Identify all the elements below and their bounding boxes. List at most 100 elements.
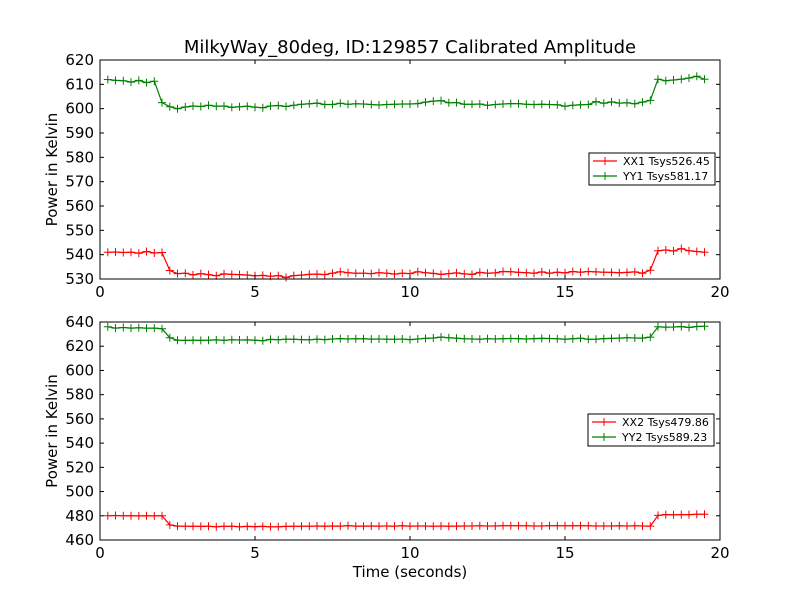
data-point: [630, 334, 639, 342]
data-point: [367, 269, 376, 278]
data-point: [142, 324, 151, 333]
data-point: [398, 100, 407, 108]
data-point: [103, 248, 112, 257]
data-point: [266, 102, 275, 110]
data-point: [413, 267, 422, 276]
y-axis-label: Power in Kelvin: [43, 113, 61, 227]
data-point: [584, 335, 593, 344]
data-point: [437, 96, 445, 105]
data-point: [661, 323, 670, 332]
x-tick-label: 10: [400, 544, 419, 562]
data-point: [398, 521, 407, 530]
data-point: [282, 273, 290, 282]
data-point: [103, 322, 112, 331]
legend-box: [588, 152, 716, 186]
data-point: [189, 102, 197, 110]
data-point: [506, 334, 515, 343]
data-point: [351, 99, 360, 108]
y-tick-label: 480: [65, 507, 94, 525]
legend-box: [587, 413, 715, 447]
data-point: [173, 336, 182, 345]
data-point: [282, 522, 290, 531]
data-point: [297, 271, 306, 280]
data-point: [212, 102, 221, 111]
data-point: [599, 334, 608, 343]
data-point: [344, 521, 352, 530]
data-point: [103, 75, 112, 84]
data-point: [530, 100, 538, 109]
data-point: [537, 334, 546, 343]
data-point: [491, 100, 500, 109]
data-point: [677, 322, 686, 331]
legend-label: XX1 Tsys526.45: [623, 155, 710, 168]
data-point: [235, 336, 244, 344]
x-tick-label: 5: [250, 283, 260, 301]
data-point: [568, 521, 577, 530]
data-point: [607, 268, 616, 277]
data-point: [367, 335, 376, 344]
data-point: [251, 336, 259, 345]
data-point: [251, 103, 259, 112]
data-point: [313, 99, 321, 108]
data-point: [344, 100, 352, 109]
data-point: [460, 522, 469, 530]
data-point: [522, 100, 531, 109]
data-point: [127, 511, 135, 520]
data-point: [615, 268, 624, 277]
data-point: [320, 100, 329, 109]
y-tick-label: 560: [65, 197, 94, 215]
data-point: [227, 522, 236, 531]
data-point: [692, 322, 701, 331]
data-point: [297, 100, 306, 109]
data-point: [320, 522, 329, 531]
data-point: [220, 522, 228, 531]
data-point: [165, 266, 174, 275]
data-point: [227, 335, 236, 344]
data-point: [134, 511, 143, 520]
data-point: [227, 103, 236, 112]
data-point: [119, 76, 128, 85]
data-point: [561, 521, 569, 530]
data-point: [421, 522, 430, 530]
data-point: [189, 270, 197, 279]
data-point: [258, 103, 267, 112]
data-point: [158, 98, 166, 107]
data-point: [491, 335, 500, 343]
data-point: [584, 521, 593, 530]
data-point: [429, 97, 438, 106]
x-axis-label: Time (seconds): [352, 563, 468, 581]
y-tick-label: 520: [65, 458, 94, 476]
data-point: [452, 98, 461, 107]
data-point: [235, 522, 244, 531]
data-point: [274, 271, 283, 280]
data-point: [212, 271, 221, 280]
data-point: [406, 100, 414, 108]
data-point: [212, 335, 221, 344]
data-point: [297, 522, 306, 531]
y-tick-label: 530: [65, 270, 94, 288]
data-point: [522, 521, 531, 530]
legend: XX2 Tsys479.86 YY2 Tsys589.23: [587, 413, 715, 447]
x-tick-label: 20: [710, 544, 729, 562]
data-point: [592, 522, 600, 530]
data-point: [506, 521, 515, 530]
data-point: [390, 270, 399, 279]
data-point: [483, 522, 492, 530]
data-point: [274, 335, 283, 344]
data-point: [282, 102, 290, 111]
data-point: [460, 269, 469, 278]
data-point: [537, 267, 546, 276]
data-point: [313, 335, 321, 344]
data-point: [375, 101, 383, 109]
data-point: [599, 522, 608, 530]
data-point: [692, 247, 701, 256]
data-point: [289, 335, 298, 344]
data-point: [677, 244, 686, 253]
subplots: 0 5 10 15 20 530 540 550 560 570 580 590 600 610 620 Po…: [43, 51, 730, 562]
data-point: [607, 97, 616, 106]
data-point: [289, 522, 298, 531]
data-point: [111, 324, 120, 333]
legend-label: YY2 Tsys589.23: [621, 431, 707, 444]
data-point: [398, 335, 407, 343]
data-point: [483, 101, 492, 110]
